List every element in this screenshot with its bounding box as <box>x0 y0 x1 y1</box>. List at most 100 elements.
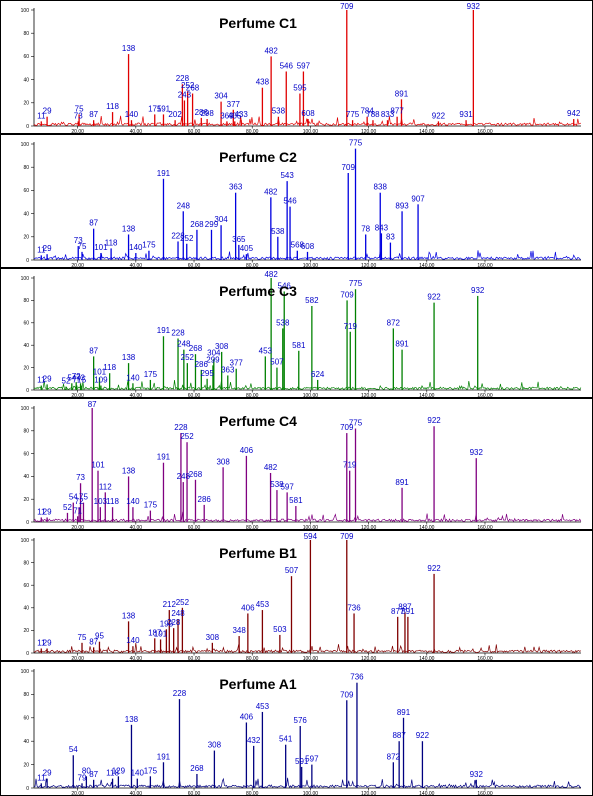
y-tick-label: 60 <box>23 583 29 589</box>
peak-label: 140 <box>126 497 140 506</box>
peak-label: 95 <box>95 632 104 641</box>
x-tick-label: 80.00 <box>246 525 259 531</box>
peak-label: 175 <box>144 766 158 775</box>
peak-label: 308 <box>206 633 220 642</box>
peak-label: 118 <box>106 102 119 111</box>
x-tick-label: 80.00 <box>246 393 259 399</box>
peak-label: 228 <box>173 689 187 698</box>
peak-label: 872 <box>387 318 401 327</box>
peak-label: 75 <box>75 104 84 113</box>
peak-label: 709 <box>340 532 354 541</box>
x-tick-label: 60.00 <box>188 656 201 662</box>
peak-label: 308 <box>215 342 229 351</box>
y-tick-label: 60 <box>23 321 29 327</box>
peak-label: 75 <box>78 242 87 251</box>
y-tick-label: 80 <box>23 298 29 304</box>
peak-label: 932 <box>470 770 484 779</box>
peak-label: 503 <box>273 625 287 634</box>
peak-label: 140 <box>126 373 140 382</box>
peak-label: 202 <box>168 110 182 119</box>
chart-panel: 0 20 40 60 80 100 20.00 40.00 60.00 80.00 100.00 12… <box>0 398 593 531</box>
y-tick-label: 0 <box>26 388 29 394</box>
x-tick-label: 60.00 <box>188 393 201 399</box>
peak-label: 482 <box>264 270 278 279</box>
peak-label: 87 <box>89 219 98 228</box>
peak-label: 775 <box>349 279 363 288</box>
peak-label: 363 <box>221 365 235 374</box>
peak-label: 29 <box>43 374 52 383</box>
peak-label: 11 <box>37 773 46 782</box>
peak-label: 138 <box>122 44 136 53</box>
x-tick-label: 160.00 <box>477 656 493 662</box>
x-tick-label: 40.00 <box>130 393 143 399</box>
peak-label: 581 <box>289 496 303 505</box>
peak-label: 308 <box>208 741 222 750</box>
x-tick-label: 20.00 <box>71 525 84 531</box>
peak-label: 80 <box>82 766 91 775</box>
peak-label: 931 <box>459 110 473 119</box>
peak-label: 248 <box>177 201 191 210</box>
peak-label: 406 <box>240 446 254 455</box>
peak-label: 891 <box>395 89 409 98</box>
panel-frame <box>0 0 593 134</box>
peak-label: 775 <box>346 110 360 119</box>
chart-title: Perfume C3 <box>219 283 297 299</box>
baseline-trace <box>33 511 582 523</box>
peak-label: 191 <box>157 453 171 462</box>
peak-label: 582 <box>305 296 319 305</box>
x-tick-label: 60.00 <box>188 263 201 269</box>
peak-label: 365 <box>232 235 246 244</box>
peak-label: 140 <box>125 110 139 119</box>
peak-label: 11 <box>37 638 46 647</box>
peak-label: 709 <box>340 290 354 299</box>
peak-label: 438 <box>256 78 270 87</box>
x-tick-label: 80.00 <box>246 263 259 269</box>
peak-label: 73 <box>76 373 85 382</box>
peak-label: 286 <box>195 108 209 117</box>
peak-label: 191 <box>157 752 171 761</box>
x-tick-label: 60.00 <box>188 525 201 531</box>
y-tick-label: 40 <box>23 211 29 217</box>
panel-frame <box>0 134 593 268</box>
peak-label: 406 <box>241 603 255 612</box>
peak-label: 597 <box>280 482 294 491</box>
chart-panel: 0 20 40 60 80 100 20.00 40.00 60.00 80.00 100.00 12… <box>0 0 593 135</box>
peak-label: 922 <box>432 111 446 120</box>
peak-label: 248 <box>177 340 191 349</box>
peak-label: 369 <box>220 111 234 120</box>
x-tick-label: 100.00 <box>303 263 319 269</box>
peak-label: 29 <box>43 244 52 253</box>
peak-label: 228 <box>167 618 181 627</box>
peak-label: 872 <box>387 752 401 761</box>
peak-label: 138 <box>122 466 136 475</box>
peak-label: 576 <box>294 716 308 725</box>
peak-label: 348 <box>232 626 246 635</box>
peak-label: 73 <box>74 111 83 120</box>
peak-label: 87 <box>89 637 98 646</box>
peak-label: 268 <box>189 470 203 479</box>
peak-label: 252 <box>181 81 195 90</box>
y-tick-label: 100 <box>21 538 30 544</box>
y-tick-label: 60 <box>23 54 29 60</box>
x-tick-label: 120.00 <box>361 525 377 531</box>
peak-label: 295 <box>200 369 214 378</box>
peak-label: 538 <box>276 318 290 327</box>
peak-label: 877 <box>390 107 404 116</box>
chart-title: Perfume A1 <box>219 676 297 692</box>
peak-label: 546 <box>280 61 294 70</box>
peak-label: 922 <box>427 564 441 573</box>
peak-label: 788 <box>366 110 380 119</box>
peak-label: 175 <box>144 501 158 510</box>
y-tick-label: 40 <box>23 739 29 745</box>
peak-label: 140 <box>126 636 140 645</box>
peak-label: 538 <box>272 107 286 116</box>
peak-label: 363 <box>229 183 243 192</box>
peak-label: 87 <box>89 346 98 355</box>
peak-label: 118 <box>103 363 116 372</box>
peak-label: 118 <box>105 238 118 247</box>
y-tick-label: 0 <box>26 258 29 264</box>
peak-label: 29 <box>43 507 52 516</box>
peak-label: 138 <box>122 353 136 362</box>
peak-label: 775 <box>349 419 363 428</box>
